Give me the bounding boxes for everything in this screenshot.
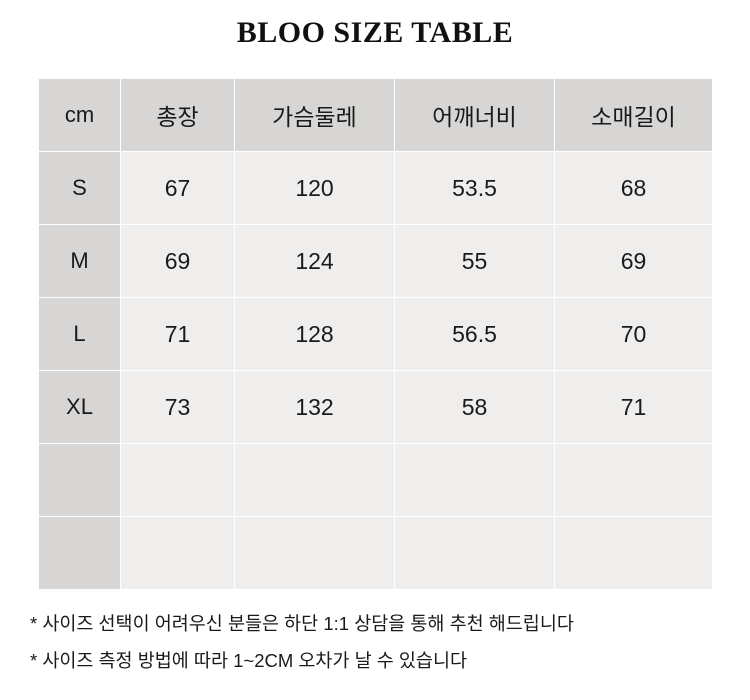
column-header-sleeve: 소매길이 (554, 78, 713, 152)
cell-empty-2-2 (234, 516, 395, 590)
cell-xl-chest: 132 (234, 370, 395, 444)
table-row: L 71 128 56.5 70 (38, 297, 713, 371)
column-header-chest: 가슴둘레 (234, 78, 395, 152)
cell-s-shoulder: 53.5 (394, 151, 555, 225)
table-row (38, 516, 713, 590)
cell-empty-1-1 (120, 443, 235, 517)
note-sizing-consult: * 사이즈 선택이 어려우신 분들은 하단 1:1 상담을 통해 추천 해드립니… (30, 613, 574, 634)
table-row (38, 443, 713, 517)
cell-m-sleeve: 69 (554, 224, 713, 298)
row-label-m: M (38, 224, 121, 298)
cell-empty-1-4 (554, 443, 713, 517)
table-row: S 67 120 53.5 68 (38, 151, 713, 225)
cell-m-chest: 124 (234, 224, 395, 298)
column-header-unit: cm (38, 78, 121, 152)
table-row: XL 73 132 58 71 (38, 370, 713, 444)
row-label-l: L (38, 297, 121, 371)
column-header-shoulder: 어깨너비 (394, 78, 555, 152)
table-header-row: cm 총장 가슴둘레 어깨너비 소매길이 (38, 78, 713, 152)
row-label-xl: XL (38, 370, 121, 444)
cell-l-length: 71 (120, 297, 235, 371)
size-table: cm 총장 가슴둘레 어깨너비 소매길이 S 67 120 53.5 68 M (38, 78, 713, 590)
cell-l-shoulder: 56.5 (394, 297, 555, 371)
row-label-empty-1 (38, 443, 121, 517)
cell-empty-2-3 (394, 516, 555, 590)
row-label-s: S (38, 151, 121, 225)
cell-s-sleeve: 68 (554, 151, 713, 225)
column-header-length: 총장 (120, 78, 235, 152)
cell-l-chest: 128 (234, 297, 395, 371)
cell-empty-2-4 (554, 516, 713, 590)
table-body: S 67 120 53.5 68 M 69 124 55 69 L 71 128 (38, 151, 713, 590)
table-header: cm 총장 가슴둘레 어깨너비 소매길이 (38, 78, 713, 152)
row-label-empty-2 (38, 516, 121, 590)
cell-xl-shoulder: 58 (394, 370, 555, 444)
cell-s-chest: 120 (234, 151, 395, 225)
cell-xl-sleeve: 71 (554, 370, 713, 444)
size-table-container: cm 총장 가슴둘레 어깨너비 소매길이 S 67 120 53.5 68 M (38, 78, 713, 590)
table-row: M 69 124 55 69 (38, 224, 713, 298)
cell-s-length: 67 (120, 151, 235, 225)
cell-empty-2-1 (120, 516, 235, 590)
cell-l-sleeve: 70 (554, 297, 713, 371)
cell-m-shoulder: 55 (394, 224, 555, 298)
note-measurement-tolerance: * 사이즈 측정 방법에 따라 1~2CM 오차가 날 수 있습니다 (30, 649, 467, 671)
cell-empty-1-3 (394, 443, 555, 517)
cell-m-length: 69 (120, 224, 235, 298)
cell-empty-1-2 (234, 443, 395, 517)
cell-xl-length: 73 (120, 370, 235, 444)
notes-section: * 사이즈 선택이 어려우신 분들은 하단 1:1 상담을 통해 추천 해드립니… (28, 606, 722, 679)
page-title: BLOO SIZE TABLE (236, 16, 514, 49)
